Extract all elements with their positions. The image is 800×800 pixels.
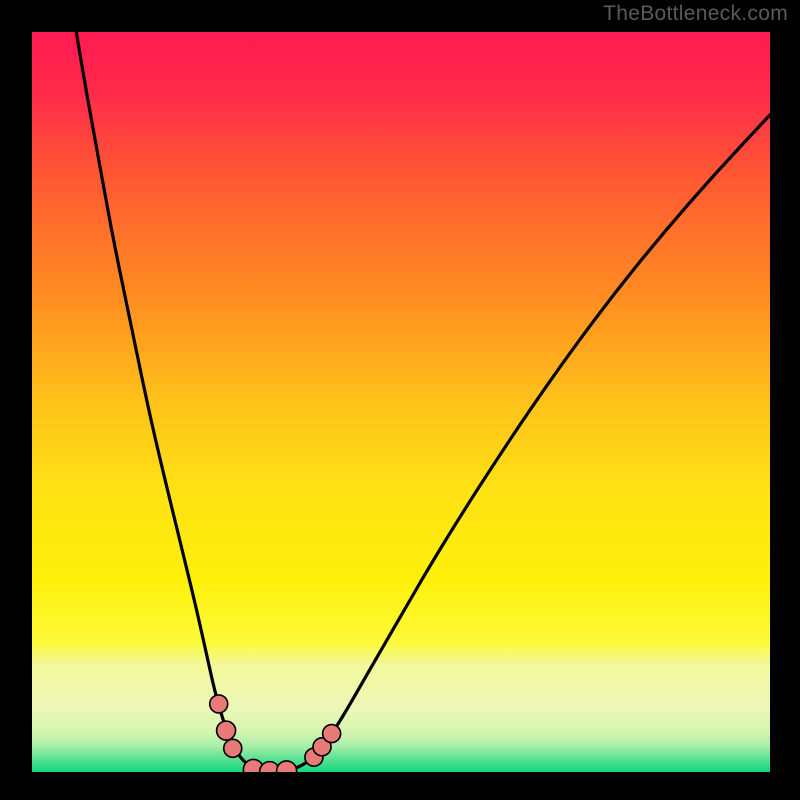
watermark-text: TheBottleneck.com (603, 2, 788, 26)
marker-left-1 (217, 721, 236, 740)
marker-right-2 (323, 725, 341, 743)
marker-left-0 (210, 695, 228, 713)
marker-left-2 (224, 739, 242, 757)
gradient-background (32, 32, 770, 772)
chart-frame: TheBottleneck.com (0, 0, 800, 800)
plot-border (0, 0, 800, 800)
plot-area (32, 32, 770, 772)
bottleneck-chart (32, 32, 770, 772)
